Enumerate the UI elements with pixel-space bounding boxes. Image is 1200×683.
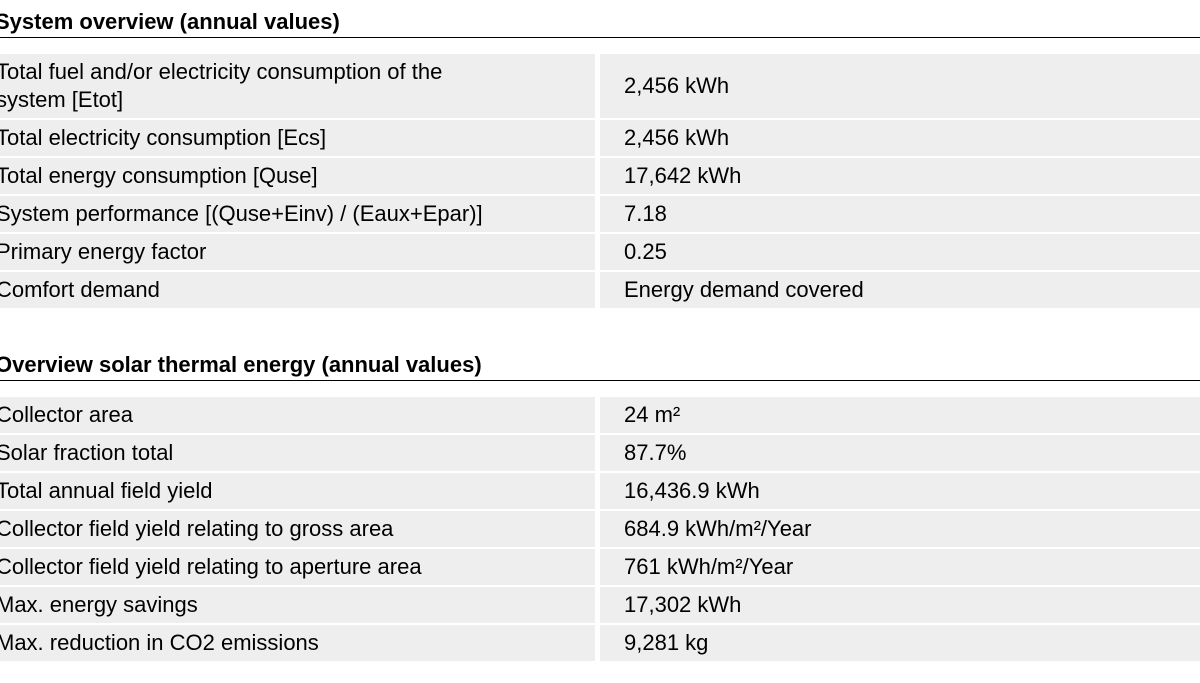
- row-label: Total fuel and/or electricity consumptio…: [0, 54, 595, 120]
- row-label: Comfort demand: [0, 272, 595, 310]
- table: Total fuel and/or electricity consumptio…: [0, 54, 1200, 310]
- row-value: 2,456 kWh: [600, 54, 1200, 120]
- row-label: Max. reduction in CO2 emissions: [0, 625, 595, 663]
- row-value: 87.7%: [600, 435, 1200, 473]
- row-label: Max. energy savings: [0, 587, 595, 625]
- row-value: 0.25: [600, 234, 1200, 272]
- table-row: Total fuel and/or electricity consumptio…: [0, 54, 1200, 120]
- row-value: 17,302 kWh: [600, 587, 1200, 625]
- row-value: 684.9 kWh/m²/Year: [600, 511, 1200, 549]
- row-label: Collector area: [0, 397, 595, 435]
- row-label: Total energy consumption [Quse]: [0, 158, 595, 196]
- row-value: 2,456 kWh: [600, 120, 1200, 158]
- row-label: Collector field yield relating to gross …: [0, 511, 595, 549]
- table-row: Max. energy savings 17,302 kWh: [0, 587, 1200, 625]
- row-label: System performance [(Quse+Einv) / (Eaux+…: [0, 196, 595, 234]
- section: System overview (annual values) Total fue…: [0, 0, 1200, 310]
- table-row: Primary energy factor 0.25: [0, 234, 1200, 272]
- section-title: System overview (annual values): [0, 0, 1200, 38]
- table-row: Collector area 24 m²: [0, 397, 1200, 435]
- table: Collector area 24 m² Solar fraction total 8…: [0, 397, 1200, 663]
- table-row: Total energy consumption [Quse] 17,642 kW…: [0, 158, 1200, 196]
- table-row: Collector field yield relating to gross …: [0, 511, 1200, 549]
- row-label: Collector field yield relating to apertu…: [0, 549, 595, 587]
- document: System overview (annual values) Total fue…: [0, 0, 1200, 663]
- table-row: Solar fraction total 87.7%: [0, 435, 1200, 473]
- table-row: System performance [(Quse+Einv) / (Eaux+…: [0, 196, 1200, 234]
- row-value: 7.18: [600, 196, 1200, 234]
- row-value: 24 m²: [600, 397, 1200, 435]
- row-label: Total electricity consumption [Ecs]: [0, 120, 595, 158]
- table-row: Total electricity consumption [Ecs] 2,456…: [0, 120, 1200, 158]
- section-title: Overview solar thermal energy (annual va…: [0, 343, 1200, 381]
- row-value: 761 kWh/m²/Year: [600, 549, 1200, 587]
- row-label: Solar fraction total: [0, 435, 595, 473]
- row-value: 9,281 kg: [600, 625, 1200, 663]
- row-value: Energy demand covered: [600, 272, 1200, 310]
- table-row: Comfort demand Energy demand covered: [0, 272, 1200, 310]
- row-label: Total annual field yield: [0, 473, 595, 511]
- row-value: 17,642 kWh: [600, 158, 1200, 196]
- section: Overview solar thermal energy (annual va…: [0, 343, 1200, 663]
- table-row: Total annual field yield 16,436.9 kWh: [0, 473, 1200, 511]
- table-row: Max. reduction in CO2 emissions 9,281 kg: [0, 625, 1200, 663]
- row-label: Primary energy factor: [0, 234, 595, 272]
- row-value: 16,436.9 kWh: [600, 473, 1200, 511]
- table-row: Collector field yield relating to apertu…: [0, 549, 1200, 587]
